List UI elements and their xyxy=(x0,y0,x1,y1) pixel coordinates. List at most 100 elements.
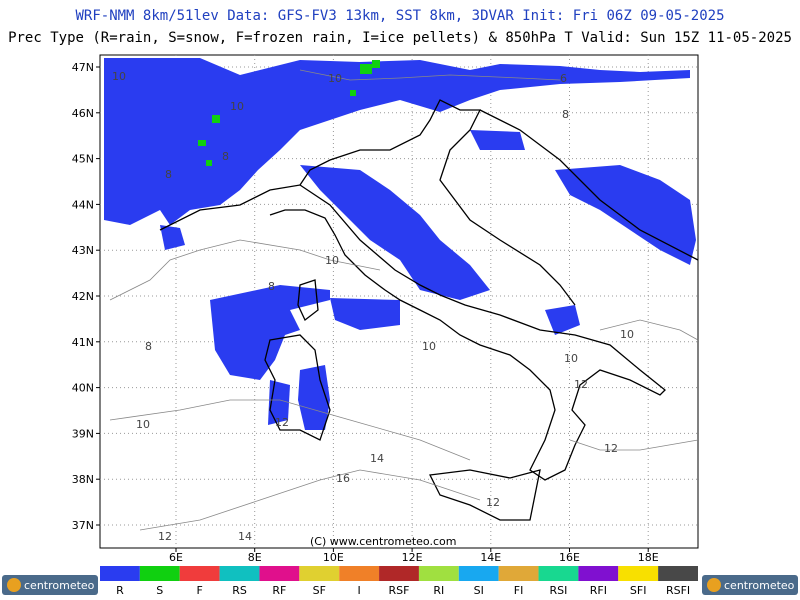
snow-area xyxy=(372,60,380,68)
legend-label: RSFI xyxy=(666,584,690,597)
logo-text: centrometeo xyxy=(24,579,95,592)
contour-label: 12 xyxy=(486,496,500,509)
legend-swatch xyxy=(578,566,619,581)
logo-right: centrometeo xyxy=(702,575,798,595)
legend-swatch xyxy=(498,566,539,581)
contour-label: 12 xyxy=(275,416,289,429)
legend-swatch xyxy=(339,566,380,581)
snow-area xyxy=(198,140,206,146)
coastline xyxy=(159,99,699,521)
legend-label: RSI xyxy=(550,584,568,597)
snow-area xyxy=(350,90,356,96)
adriatic-coast xyxy=(299,99,576,306)
legend-label: R xyxy=(116,584,124,597)
lon-label: 18E xyxy=(638,551,659,564)
lon-label: 8E xyxy=(248,551,262,564)
legend-swatch xyxy=(418,566,459,581)
contour-label: 8 xyxy=(145,340,152,353)
rain-area xyxy=(210,285,330,380)
legend-label: F xyxy=(197,584,203,597)
legend-label: FI xyxy=(514,584,524,597)
legend-swatch xyxy=(259,566,300,581)
lat-label: 41N xyxy=(72,336,94,349)
lat-label: 46N xyxy=(72,107,94,120)
rain-area xyxy=(104,58,690,225)
italy-coast xyxy=(159,184,666,481)
contour-label: 12 xyxy=(604,442,618,455)
copyright: (C) www.centrometeo.com xyxy=(310,535,456,548)
contour-label: 10 xyxy=(112,70,126,83)
legend: R S F RS RF SF I RSF RI SI FI RSI RFI SFI RSFI xyxy=(100,566,698,597)
rain-area xyxy=(300,165,490,300)
lon-label: 14E xyxy=(480,551,501,564)
contour-label: 10 xyxy=(564,352,578,365)
contour-label: 6 xyxy=(560,72,567,85)
lat-label: 43N xyxy=(72,244,94,257)
contour-label: 10 xyxy=(230,100,244,113)
precip-snow xyxy=(198,60,380,166)
contour-label: 12 xyxy=(574,378,588,391)
sicily xyxy=(429,469,541,521)
logo-icon xyxy=(707,578,721,592)
title: WRF-NMM 8km/51lev Data: GFS-FV3 13km, SS… xyxy=(75,8,724,24)
contour-label: 10 xyxy=(325,254,339,267)
lon-label: 6E xyxy=(169,551,183,564)
snow-area xyxy=(206,160,212,166)
legend-swatch xyxy=(219,566,260,581)
contour xyxy=(569,439,699,451)
sardinia xyxy=(264,334,331,441)
legend-swatch xyxy=(658,566,698,581)
lat-label: 40N xyxy=(72,382,94,395)
contour-label: 8 xyxy=(268,280,275,293)
logo-left: centrometeo xyxy=(2,575,98,595)
rain-area xyxy=(545,305,580,335)
legend-swatch xyxy=(299,566,340,581)
legend-label: RF xyxy=(272,584,286,597)
rain-area xyxy=(470,130,525,150)
legend-swatch xyxy=(538,566,579,581)
contour-label: 8 xyxy=(165,168,172,181)
contour xyxy=(109,399,471,461)
legend-label: SFI xyxy=(630,584,647,597)
lon-label: 10E xyxy=(323,551,344,564)
legend-label: SI xyxy=(474,584,484,597)
legend-label: RS xyxy=(232,584,247,597)
lat-label: 39N xyxy=(72,427,94,440)
corsica xyxy=(297,279,319,322)
legend-swatch xyxy=(179,566,220,581)
legend-swatch xyxy=(100,566,140,581)
legend-swatch xyxy=(618,566,659,581)
logo-box xyxy=(702,575,798,595)
legend-swatch xyxy=(139,566,180,581)
contour-label: 16 xyxy=(336,472,350,485)
contour-label: 8 xyxy=(562,108,569,121)
temperature-contours xyxy=(109,69,699,531)
lat-label: 44N xyxy=(72,198,94,211)
legend-label: RI xyxy=(433,584,444,597)
legend-swatch xyxy=(458,566,499,581)
contour-label: 10 xyxy=(136,418,150,431)
contour xyxy=(139,469,481,531)
lat-label: 45N xyxy=(72,153,94,166)
logo-icon xyxy=(7,578,21,592)
contour xyxy=(599,319,699,341)
legend-label: S xyxy=(156,584,163,597)
legend-swatch xyxy=(379,566,419,581)
lon-label: 12E xyxy=(402,551,423,564)
contour xyxy=(109,239,381,301)
contour-label: 10 xyxy=(328,72,342,85)
rain-area xyxy=(160,225,185,250)
contour-label: 12 xyxy=(158,530,172,543)
snow-area xyxy=(360,64,372,74)
lat-label: 38N xyxy=(72,473,94,486)
logo-box xyxy=(2,575,98,595)
rain-area xyxy=(298,365,330,430)
legend-label: RSF xyxy=(389,584,410,597)
contour-label: 14 xyxy=(238,530,252,543)
logo-text: centrometeo xyxy=(724,579,795,592)
legend-label: I xyxy=(358,584,361,597)
contour-labels: 10 6 8 10 8 8 10 8 8 10 10 10 12 12 14 1… xyxy=(112,70,634,543)
map-frame: 10 6 8 10 8 8 10 8 8 10 10 10 12 12 14 1… xyxy=(99,54,699,549)
legend-label: RFI xyxy=(590,584,607,597)
